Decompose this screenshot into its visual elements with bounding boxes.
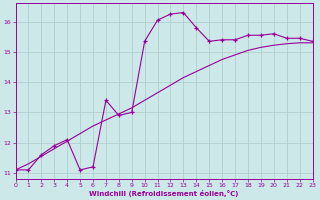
X-axis label: Windchill (Refroidissement éolien,°C): Windchill (Refroidissement éolien,°C): [89, 190, 239, 197]
